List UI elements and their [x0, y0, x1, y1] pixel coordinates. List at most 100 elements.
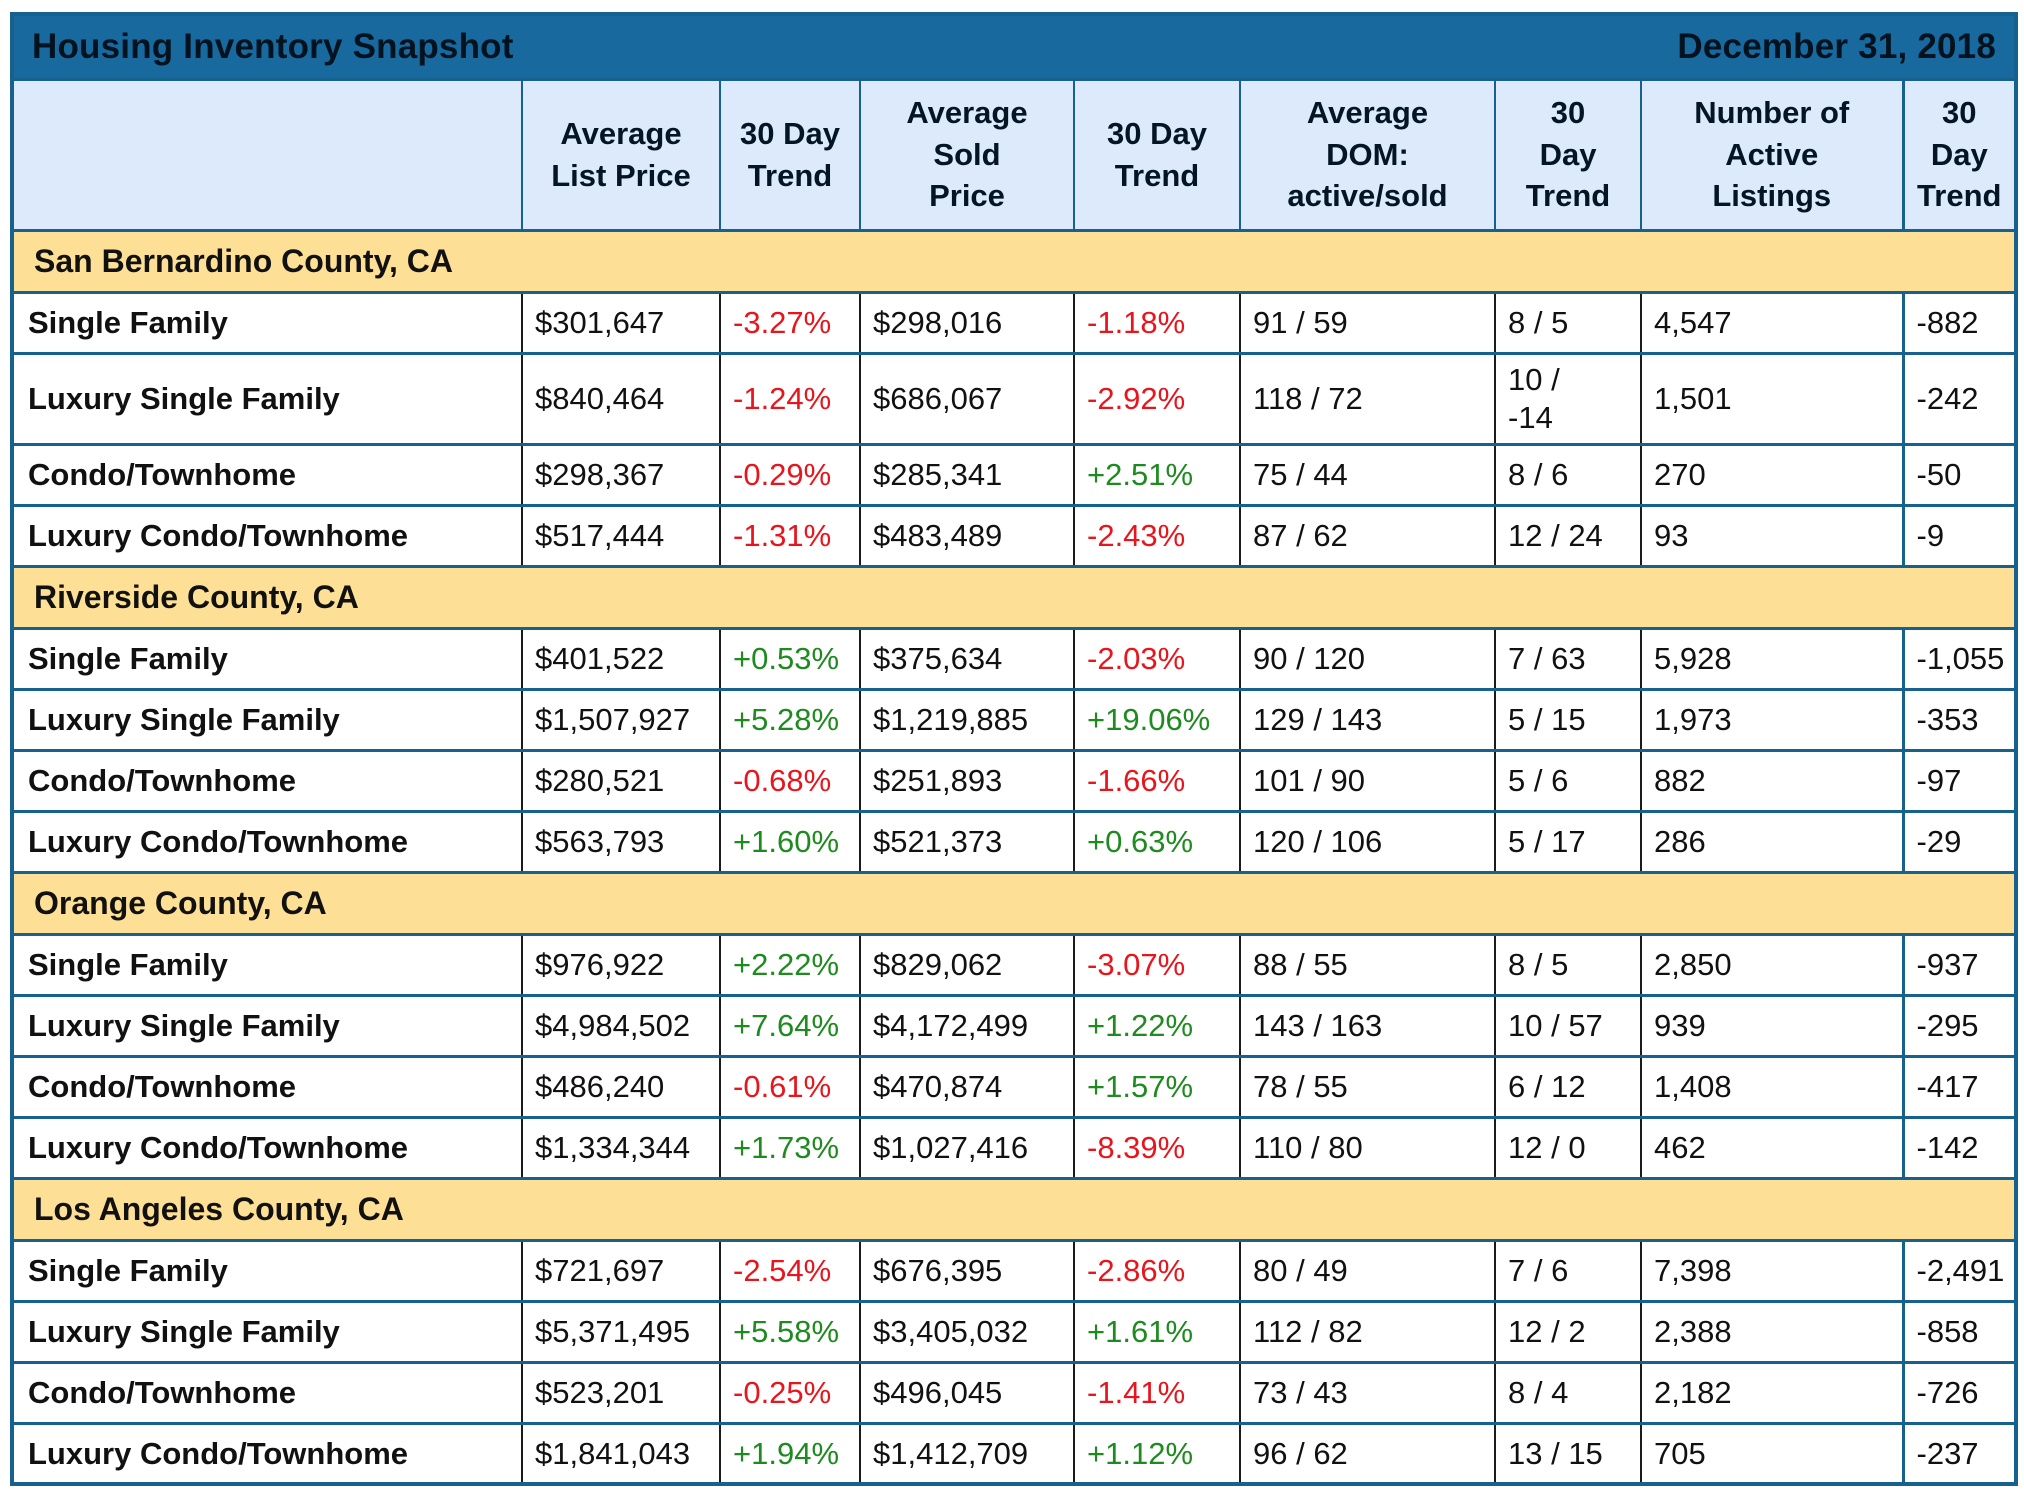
- section-header-label: San Bernardino County, CA: [12, 228, 2017, 294]
- table-cell: -237: [1901, 1421, 2017, 1486]
- table-cell: +1.60%: [719, 809, 860, 874]
- table-cell: +1.12%: [1073, 1421, 1240, 1486]
- table-cell: $676,395: [859, 1238, 1074, 1303]
- table-cell: $483,489: [859, 503, 1074, 568]
- table-cell: $298,367: [521, 442, 720, 507]
- table-cell: +7.64%: [719, 993, 860, 1058]
- table-cell: 5 / 6: [1494, 748, 1641, 813]
- table-cell: 8 / 5: [1494, 932, 1641, 997]
- table-cell: 7 / 63: [1494, 626, 1641, 691]
- table-cell: 6 / 12: [1494, 1054, 1641, 1119]
- row-label: Luxury Condo/Townhome: [12, 1421, 522, 1486]
- table-cell: -937: [1901, 932, 2017, 997]
- column-header-dom-trend: 30 Day Trend: [1494, 79, 1641, 232]
- table-cell: +1.57%: [1073, 1054, 1240, 1119]
- table-cell: 112 / 82: [1239, 1299, 1495, 1364]
- row-label: Single Family: [12, 932, 522, 997]
- table-row: Condo/Townhome $280,521 -0.68% $251,893 -1.6…: [12, 748, 2017, 813]
- table-cell: -2.86%: [1073, 1238, 1240, 1303]
- row-label: Condo/Townhome: [12, 1360, 522, 1425]
- table-row: Single Family $976,922 +2.22% $829,062 -3.07…: [12, 932, 2017, 997]
- column-header-sold-trend: 30 Day Trend: [1073, 79, 1240, 232]
- table-cell: $4,172,499: [859, 993, 1074, 1058]
- table-cell: -97: [1901, 748, 2017, 813]
- table-cell: 110 / 80: [1239, 1115, 1495, 1180]
- table-cell: 75 / 44: [1239, 442, 1495, 507]
- table-cell: 5 / 15: [1494, 687, 1641, 752]
- table-cell: 87 / 62: [1239, 503, 1495, 568]
- table-cell: 10 / 57: [1494, 993, 1641, 1058]
- section-header-row: Los Angeles County, CA: [12, 1176, 2017, 1242]
- table-cell: 5 / 17: [1494, 809, 1641, 874]
- table-cell: 7 / 6: [1494, 1238, 1641, 1303]
- table-cell: 96 / 62: [1239, 1421, 1495, 1486]
- table-cell: 93: [1640, 503, 1903, 568]
- table-cell: 118 / 72: [1239, 351, 1495, 446]
- table-cell: -142: [1901, 1115, 2017, 1180]
- title-bar: Housing Inventory Snapshot December 31, …: [12, 14, 2017, 81]
- row-label: Luxury Single Family: [12, 351, 522, 446]
- section-header-label: Los Angeles County, CA: [12, 1176, 2017, 1242]
- table-row: Condo/Townhome $523,201 -0.25% $496,045 -1.4…: [12, 1360, 2017, 1425]
- table-cell: 5,928: [1640, 626, 1903, 691]
- table-cell: +2.22%: [719, 932, 860, 997]
- table-row: Condo/Townhome $298,367 -0.29% $285,341 +2.5…: [12, 442, 2017, 507]
- table-cell: 120 / 106: [1239, 809, 1495, 874]
- table-cell: 8 / 6: [1494, 442, 1641, 507]
- table-cell: $840,464: [521, 351, 720, 446]
- row-label: Luxury Condo/Townhome: [12, 1115, 522, 1180]
- table-cell: $298,016: [859, 290, 1074, 355]
- table-cell: $4,984,502: [521, 993, 720, 1058]
- table-cell: $1,027,416: [859, 1115, 1074, 1180]
- table-cell: 286: [1640, 809, 1903, 874]
- table-cell: -50: [1901, 442, 2017, 507]
- row-label: Condo/Townhome: [12, 1054, 522, 1119]
- table-cell: +19.06%: [1073, 687, 1240, 752]
- table-cell: -2.03%: [1073, 626, 1240, 691]
- table-cell: -1.18%: [1073, 290, 1240, 355]
- table-cell: $686,067: [859, 351, 1074, 446]
- table-row: Single Family $721,697 -2.54% $676,395 -2.86…: [12, 1238, 2017, 1303]
- table-cell: -8.39%: [1073, 1115, 1240, 1180]
- table-cell: 12 / 24: [1494, 503, 1641, 568]
- table-cell: -1.66%: [1073, 748, 1240, 813]
- table-cell: -1.41%: [1073, 1360, 1240, 1425]
- table-cell: $486,240: [521, 1054, 720, 1119]
- row-label: Condo/Townhome: [12, 748, 522, 813]
- table-cell: -353: [1901, 687, 2017, 752]
- column-header-avg-sold-price: Average Sold Price: [859, 79, 1074, 232]
- table-cell: 882: [1640, 748, 1903, 813]
- row-label: Luxury Single Family: [12, 687, 522, 752]
- table-row: Condo/Townhome $486,240 -0.61% $470,874 +1.5…: [12, 1054, 2017, 1119]
- section-header-label: Orange County, CA: [12, 870, 2017, 936]
- row-label: Luxury Condo/Townhome: [12, 809, 522, 874]
- table-cell: -2.92%: [1073, 351, 1240, 446]
- table-cell: 1,501: [1640, 351, 1903, 446]
- table-cell: +1.61%: [1073, 1299, 1240, 1364]
- table-cell: $517,444: [521, 503, 720, 568]
- table-cell: -295: [1901, 993, 2017, 1058]
- table-cell: 12 / 0: [1494, 1115, 1641, 1180]
- table-cell: -882: [1901, 290, 2017, 355]
- table-cell: $721,697: [521, 1238, 720, 1303]
- table-cell: 143 / 163: [1239, 993, 1495, 1058]
- table-cell: -1.24%: [719, 351, 860, 446]
- table-cell: -1,055: [1901, 626, 2017, 691]
- table-cell: -3.07%: [1073, 932, 1240, 997]
- table-cell: $401,522: [521, 626, 720, 691]
- table-cell: -2.54%: [719, 1238, 860, 1303]
- row-label: Single Family: [12, 290, 522, 355]
- table-cell: -0.61%: [719, 1054, 860, 1119]
- table-cell: 8 / 5: [1494, 290, 1641, 355]
- column-header-empty: [12, 79, 522, 232]
- report-date: December 31, 2018: [1677, 26, 1997, 66]
- table-cell: 4,547: [1640, 290, 1903, 355]
- table-cell: -0.29%: [719, 442, 860, 507]
- table-cell: 78 / 55: [1239, 1054, 1495, 1119]
- table-cell: $251,893: [859, 748, 1074, 813]
- table-body: Housing Inventory Snapshot December 31, …: [12, 14, 2017, 1486]
- section-header-row: Orange County, CA: [12, 870, 2017, 936]
- table-cell: +1.94%: [719, 1421, 860, 1486]
- table-cell: $3,405,032: [859, 1299, 1074, 1364]
